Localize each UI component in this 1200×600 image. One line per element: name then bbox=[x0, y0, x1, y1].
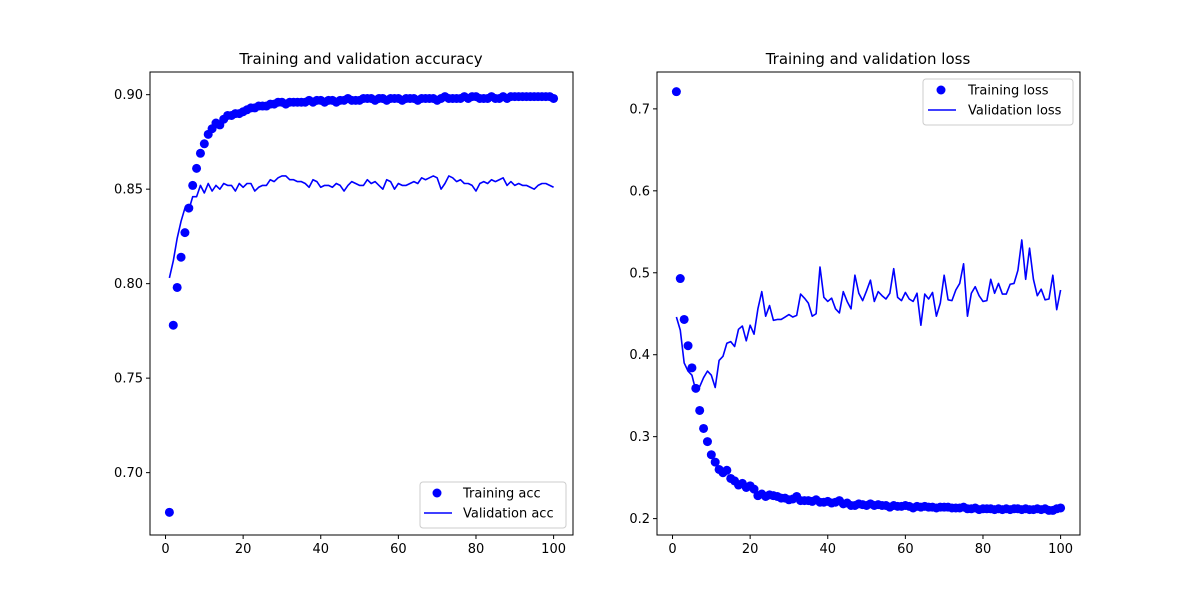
accuracy-training-point bbox=[176, 252, 186, 262]
loss-training-point bbox=[702, 437, 712, 447]
loss-chart: Training and validation loss 0 20 40 60 80 10… bbox=[629, 50, 1081, 557]
accuracy-marks bbox=[164, 92, 559, 517]
accuracy-training-point bbox=[188, 180, 198, 190]
accuracy-training-point bbox=[168, 320, 178, 330]
accuracy-x-tick-label: 60 bbox=[390, 542, 407, 557]
accuracy-training-point bbox=[184, 203, 194, 213]
loss-training-point bbox=[679, 314, 689, 324]
accuracy-training-point bbox=[164, 507, 174, 517]
loss-x-tick-label: 100 bbox=[1048, 542, 1073, 557]
loss-chart-title: Training and validation loss bbox=[765, 50, 971, 68]
loss-y-tick-label: 0.5 bbox=[629, 266, 650, 281]
loss-training-point bbox=[675, 274, 685, 284]
accuracy-x-tick-label: 0 bbox=[161, 542, 169, 557]
accuracy-ticks: 0 20 40 60 80 100 0.70 0.75 0.80 0.85 0.90 bbox=[114, 88, 566, 557]
loss-legend-label-validation: Validation loss bbox=[968, 104, 1062, 119]
accuracy-y-tick-label: 0.75 bbox=[114, 372, 143, 387]
accuracy-y-tick-label: 0.80 bbox=[114, 277, 143, 292]
loss-y-tick-label: 0.4 bbox=[629, 348, 650, 363]
loss-x-tick-label: 20 bbox=[742, 542, 759, 557]
accuracy-training-point bbox=[172, 282, 182, 292]
loss-legend-box bbox=[922, 78, 1074, 126]
loss-training-point bbox=[687, 363, 697, 373]
loss-legend: Training loss Validation loss bbox=[922, 78, 1074, 126]
accuracy-legend-marker-training bbox=[432, 488, 442, 498]
loss-training-point bbox=[699, 423, 709, 433]
accuracy-y-tick-label: 0.90 bbox=[114, 88, 143, 103]
accuracy-validation-line bbox=[168, 175, 554, 279]
accuracy-training-point bbox=[199, 139, 209, 149]
loss-legend-label-training: Training loss bbox=[967, 84, 1049, 99]
loss-y-tick-label: 0.7 bbox=[629, 102, 650, 117]
accuracy-legend-label-training: Training acc bbox=[462, 487, 541, 502]
accuracy-x-tick-label: 100 bbox=[541, 542, 566, 557]
loss-x-tick-label: 80 bbox=[975, 542, 992, 557]
loss-training-point bbox=[1056, 503, 1066, 513]
accuracy-y-tick-label: 0.70 bbox=[114, 466, 143, 481]
accuracy-training-point bbox=[195, 148, 205, 158]
accuracy-chart: Training and validation accuracy 0 20 40 60… bbox=[114, 50, 574, 557]
accuracy-x-tick-label: 20 bbox=[235, 542, 252, 557]
accuracy-training-point bbox=[192, 163, 202, 173]
loss-validation-line bbox=[675, 239, 1062, 392]
loss-training-point bbox=[695, 405, 705, 415]
accuracy-training-point bbox=[549, 93, 559, 103]
loss-training-point bbox=[706, 450, 716, 460]
loss-x-tick-label: 60 bbox=[897, 542, 914, 557]
accuracy-legend: Training acc Validation acc bbox=[419, 481, 567, 529]
accuracy-x-tick-label: 40 bbox=[312, 542, 329, 557]
loss-y-tick-label: 0.3 bbox=[629, 430, 650, 445]
accuracy-legend-label-validation: Validation acc bbox=[463, 507, 554, 522]
loss-training-point bbox=[710, 457, 720, 467]
loss-training-point bbox=[671, 87, 681, 97]
loss-ticks: 0 20 40 60 80 100 0.2 0.3 0.4 0.5 0.6 0.7 bbox=[629, 102, 1073, 557]
accuracy-chart-title: Training and validation accuracy bbox=[238, 50, 482, 68]
loss-x-tick-label: 40 bbox=[819, 542, 836, 557]
accuracy-y-tick-label: 0.85 bbox=[114, 183, 143, 198]
loss-x-tick-label: 0 bbox=[668, 542, 676, 557]
accuracy-training-point bbox=[180, 228, 190, 238]
accuracy-x-tick-label: 80 bbox=[468, 542, 485, 557]
loss-marks bbox=[671, 87, 1066, 515]
loss-training-point bbox=[691, 383, 701, 393]
accuracy-axes-frame bbox=[149, 71, 574, 536]
accuracy-legend-box bbox=[419, 481, 567, 529]
loss-y-tick-label: 0.2 bbox=[629, 512, 650, 527]
loss-training-point bbox=[683, 341, 693, 351]
loss-legend-marker-training bbox=[936, 85, 946, 95]
loss-training-point bbox=[722, 465, 732, 475]
loss-axes-frame bbox=[656, 71, 1081, 536]
loss-y-tick-label: 0.6 bbox=[629, 184, 650, 199]
loss-training-point bbox=[749, 484, 759, 494]
